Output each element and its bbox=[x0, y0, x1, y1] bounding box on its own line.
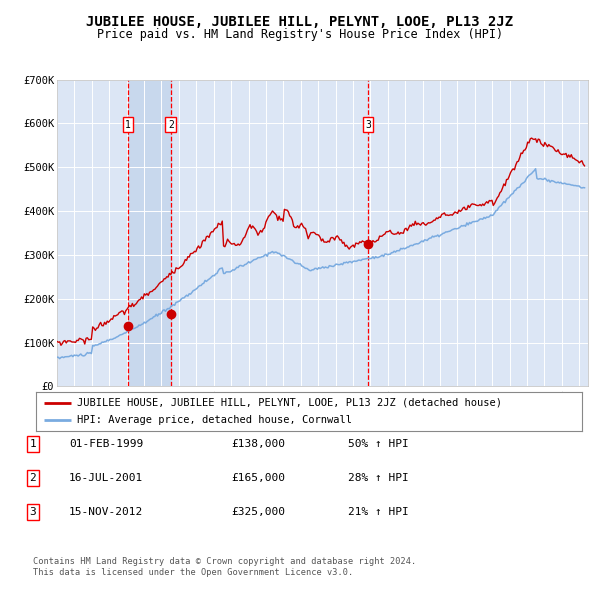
Text: Contains HM Land Registry data © Crown copyright and database right 2024.: Contains HM Land Registry data © Crown c… bbox=[33, 558, 416, 566]
Text: £325,000: £325,000 bbox=[231, 507, 285, 517]
Text: 28% ↑ HPI: 28% ↑ HPI bbox=[348, 473, 409, 483]
Text: 21% ↑ HPI: 21% ↑ HPI bbox=[348, 507, 409, 517]
Text: 3: 3 bbox=[365, 120, 371, 130]
Text: 16-JUL-2001: 16-JUL-2001 bbox=[69, 473, 143, 483]
Text: 2: 2 bbox=[29, 473, 37, 483]
Text: £165,000: £165,000 bbox=[231, 473, 285, 483]
Text: This data is licensed under the Open Government Licence v3.0.: This data is licensed under the Open Gov… bbox=[33, 568, 353, 577]
Text: £138,000: £138,000 bbox=[231, 439, 285, 448]
Text: 2: 2 bbox=[168, 120, 174, 130]
Text: 15-NOV-2012: 15-NOV-2012 bbox=[69, 507, 143, 517]
Text: 1: 1 bbox=[29, 439, 37, 448]
Text: JUBILEE HOUSE, JUBILEE HILL, PELYNT, LOOE, PL13 2JZ: JUBILEE HOUSE, JUBILEE HILL, PELYNT, LOO… bbox=[86, 15, 514, 29]
Text: JUBILEE HOUSE, JUBILEE HILL, PELYNT, LOOE, PL13 2JZ (detached house): JUBILEE HOUSE, JUBILEE HILL, PELYNT, LOO… bbox=[77, 398, 502, 408]
Text: 1: 1 bbox=[125, 120, 131, 130]
Text: 3: 3 bbox=[29, 507, 37, 517]
Text: 50% ↑ HPI: 50% ↑ HPI bbox=[348, 439, 409, 448]
Text: HPI: Average price, detached house, Cornwall: HPI: Average price, detached house, Corn… bbox=[77, 415, 352, 425]
Text: 01-FEB-1999: 01-FEB-1999 bbox=[69, 439, 143, 448]
Text: Price paid vs. HM Land Registry's House Price Index (HPI): Price paid vs. HM Land Registry's House … bbox=[97, 28, 503, 41]
Bar bbox=[128, 80, 171, 386]
